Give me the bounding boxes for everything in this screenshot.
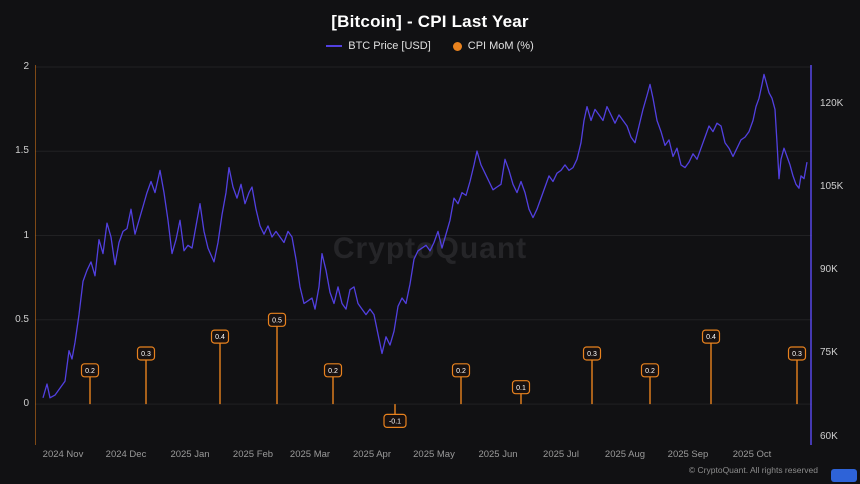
x-axis-tick: 2025 May bbox=[413, 449, 455, 460]
svg-text:0.2: 0.2 bbox=[645, 368, 655, 375]
svg-text:-0.1: -0.1 bbox=[389, 419, 401, 426]
left-axis-tick: 0 bbox=[23, 398, 29, 410]
cpi-marker[interactable]: 0.3 bbox=[136, 346, 156, 405]
legend-label-btc: BTC Price [USD] bbox=[348, 40, 431, 52]
right-axis-tick: 60K bbox=[820, 430, 838, 442]
x-axis-tick: 2025 Jan bbox=[170, 449, 210, 460]
svg-text:0.2: 0.2 bbox=[456, 368, 466, 375]
legend: BTC Price [USD] CPI MoM (%) bbox=[0, 40, 860, 52]
left-axis-tick: 2 bbox=[23, 61, 29, 73]
cpi-marker[interactable]: 0.5 bbox=[267, 312, 287, 405]
plot-area: 0.2 0.3 0.4 0.5 0.2 -0.1 0.2 0.1 0.3 0.2 0.4 0.3 bbox=[35, 65, 812, 445]
svg-text:0.4: 0.4 bbox=[706, 334, 716, 341]
svg-text:0.3: 0.3 bbox=[792, 351, 802, 358]
cpi-marker[interactable]: 0.2 bbox=[640, 363, 660, 405]
x-axis-tick: 2025 Feb bbox=[232, 449, 274, 460]
right-axis-tick: 90K bbox=[820, 264, 838, 276]
x-axis-tick: 2024 Nov bbox=[42, 449, 84, 460]
cpi-dot-swatch-icon bbox=[452, 41, 462, 51]
right-axis-tick: 75K bbox=[820, 347, 838, 359]
cryptoquant-logo-badge[interactable] bbox=[831, 469, 857, 482]
cpi-marker[interactable]: 0.3 bbox=[582, 346, 602, 405]
chart-title: [Bitcoin] - CPI Last Year bbox=[331, 12, 529, 31]
svg-text:0.2: 0.2 bbox=[328, 368, 338, 375]
btc-line-swatch-icon bbox=[326, 45, 343, 47]
legend-item-cpi[interactable]: CPI MoM (%) bbox=[452, 40, 534, 52]
left-axis-tick: 0.5 bbox=[15, 313, 29, 325]
svg-text:0.3: 0.3 bbox=[141, 351, 151, 358]
x-axis-tick: 2024 Dec bbox=[105, 449, 147, 460]
cpi-marker[interactable]: 0.2 bbox=[451, 363, 471, 405]
cpi-marker[interactable]: -0.1 bbox=[383, 404, 407, 428]
cpi-marker[interactable]: 0.4 bbox=[701, 329, 721, 405]
x-axis-tick: 2025 Jul bbox=[543, 449, 579, 460]
left-axis-tick: 1 bbox=[23, 229, 29, 241]
cpi-marker[interactable]: 0.4 bbox=[210, 329, 230, 405]
cpi-marker[interactable]: 0.1 bbox=[511, 380, 531, 405]
svg-text:0.5: 0.5 bbox=[272, 317, 282, 324]
x-axis-tick: 2025 Oct bbox=[732, 449, 772, 460]
legend-label-cpi: CPI MoM (%) bbox=[467, 40, 534, 52]
svg-text:0.3: 0.3 bbox=[587, 351, 597, 358]
cpi-marker[interactable]: 0.2 bbox=[323, 363, 343, 405]
copyright-text: © CryptoQuant. All rights reserved bbox=[688, 465, 818, 475]
x-axis-tick: 2025 Apr bbox=[352, 449, 392, 460]
x-axis-tick: 2025 Jun bbox=[478, 449, 518, 460]
legend-item-btc[interactable]: BTC Price [USD] bbox=[326, 40, 431, 52]
cpi-marker[interactable]: 0.2 bbox=[80, 363, 100, 405]
x-axis-tick: 2025 Mar bbox=[289, 449, 331, 460]
left-axis-tick: 1.5 bbox=[15, 145, 29, 157]
right-axis-tick: 120K bbox=[820, 97, 844, 109]
right-axis-tick: 105K bbox=[820, 181, 844, 193]
svg-text:0.2: 0.2 bbox=[85, 368, 95, 375]
x-axis-tick: 2025 Sep bbox=[667, 449, 709, 460]
x-axis-tick: 2025 Aug bbox=[604, 449, 646, 460]
svg-text:0.4: 0.4 bbox=[215, 334, 225, 341]
btc-price-line[interactable] bbox=[42, 73, 808, 399]
cpi-marker[interactable]: 0.3 bbox=[787, 346, 807, 405]
svg-text:0.1: 0.1 bbox=[516, 385, 526, 392]
